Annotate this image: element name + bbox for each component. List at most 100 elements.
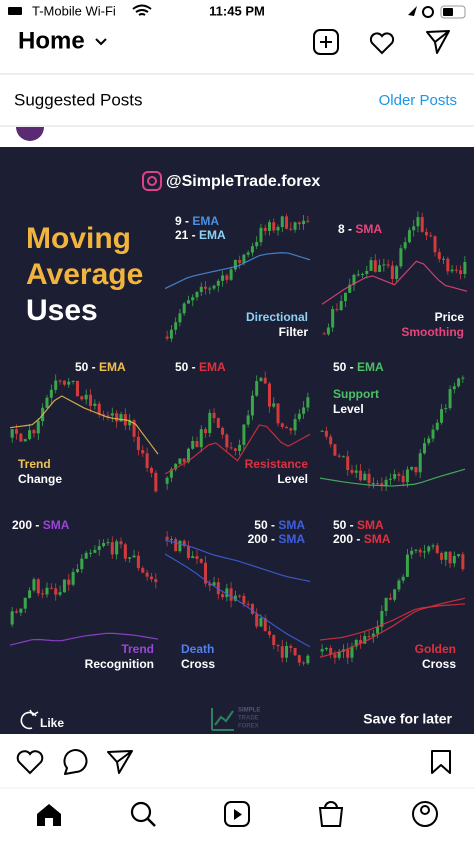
candle — [259, 377, 263, 382]
candle — [457, 378, 461, 387]
candle — [75, 380, 79, 397]
indicator-label: 200 - SMA — [12, 518, 70, 532]
candle — [174, 322, 178, 330]
candle — [356, 274, 360, 276]
candle — [393, 589, 397, 600]
moving-average — [319, 468, 466, 487]
candle — [32, 579, 36, 591]
candle — [216, 280, 220, 286]
candle — [32, 430, 36, 434]
share-button[interactable] — [107, 750, 133, 774]
profile-tab[interactable] — [412, 801, 438, 827]
indicator-period: 9 - — [175, 214, 189, 228]
new-post-icon[interactable] — [313, 29, 339, 55]
search-tab[interactable] — [130, 801, 152, 823]
candle — [435, 422, 439, 430]
save-button[interactable] — [431, 750, 451, 774]
candle — [238, 444, 242, 451]
candle — [446, 258, 450, 272]
candle — [208, 412, 212, 434]
candle — [272, 634, 276, 646]
candle — [23, 439, 27, 442]
candle — [337, 651, 341, 658]
candle — [320, 649, 324, 652]
indicator-kind: EMA — [99, 360, 126, 374]
candle — [429, 235, 433, 237]
candle — [102, 414, 106, 416]
candle — [242, 254, 246, 263]
candle — [49, 587, 53, 589]
candle — [41, 593, 45, 595]
indicator-period: 21 - — [175, 228, 196, 242]
candle — [272, 403, 276, 407]
candle — [186, 448, 190, 463]
new-post-button[interactable] — [313, 29, 339, 55]
indicator-kind: SMA — [278, 532, 305, 546]
candle — [233, 259, 237, 270]
candle — [169, 539, 173, 541]
candle — [399, 248, 403, 267]
candle — [182, 303, 186, 314]
candle — [136, 555, 140, 569]
candle — [93, 403, 97, 406]
candle — [84, 552, 88, 559]
candle — [335, 309, 339, 311]
candle — [246, 415, 250, 425]
candle — [267, 631, 271, 635]
activity-icon[interactable] — [369, 32, 395, 55]
candle — [280, 423, 284, 427]
direct-icon[interactable] — [426, 30, 450, 54]
status-bar: T-Mobile Wi-Fi 11:45 PM — [8, 3, 466, 19]
like-arrow — [20, 709, 39, 730]
indicator-kind: SMA — [43, 518, 70, 532]
candle — [267, 383, 271, 407]
candle — [119, 414, 123, 422]
candle — [49, 389, 53, 398]
candle — [285, 645, 289, 658]
candle — [128, 557, 132, 559]
candle — [354, 470, 358, 473]
candle — [352, 274, 356, 285]
indicator-label: 50 - SMA — [254, 518, 305, 532]
candle — [233, 595, 237, 601]
candle — [246, 603, 250, 605]
reels-tab[interactable] — [224, 801, 250, 827]
home-tab[interactable] — [37, 804, 61, 826]
like-button[interactable] — [16, 750, 44, 775]
candle — [97, 403, 101, 415]
shop-tab[interactable] — [318, 801, 344, 827]
older-posts-link[interactable]: Older Posts — [379, 92, 457, 109]
candle — [448, 551, 452, 564]
candle — [440, 552, 444, 560]
candle — [444, 408, 448, 410]
candle — [255, 381, 259, 396]
candle — [67, 579, 71, 585]
caption-line: Smoothing — [401, 325, 464, 339]
save-label: Save for later — [363, 711, 452, 727]
avatar[interactable] — [16, 127, 44, 141]
moving-average — [164, 424, 311, 475]
candle — [407, 230, 411, 243]
candle — [174, 463, 178, 470]
candle — [165, 536, 169, 540]
caption-line: Resistance — [245, 457, 309, 471]
action-row — [16, 749, 451, 775]
candle — [208, 288, 212, 290]
candle — [204, 429, 208, 434]
dropdown-icon[interactable] — [95, 38, 107, 46]
candle — [212, 285, 216, 289]
candle — [233, 448, 237, 451]
candle — [403, 242, 407, 249]
candle — [255, 613, 259, 627]
candle — [280, 216, 284, 228]
header-title[interactable]: Home — [18, 27, 85, 54]
candle — [195, 291, 199, 298]
indicator-period: 50 - — [333, 360, 354, 374]
caption-line: Golden — [415, 642, 456, 656]
candle — [123, 544, 127, 559]
candle — [393, 474, 397, 479]
candle — [71, 380, 75, 382]
candle — [62, 380, 66, 385]
comment-button[interactable] — [63, 749, 88, 775]
